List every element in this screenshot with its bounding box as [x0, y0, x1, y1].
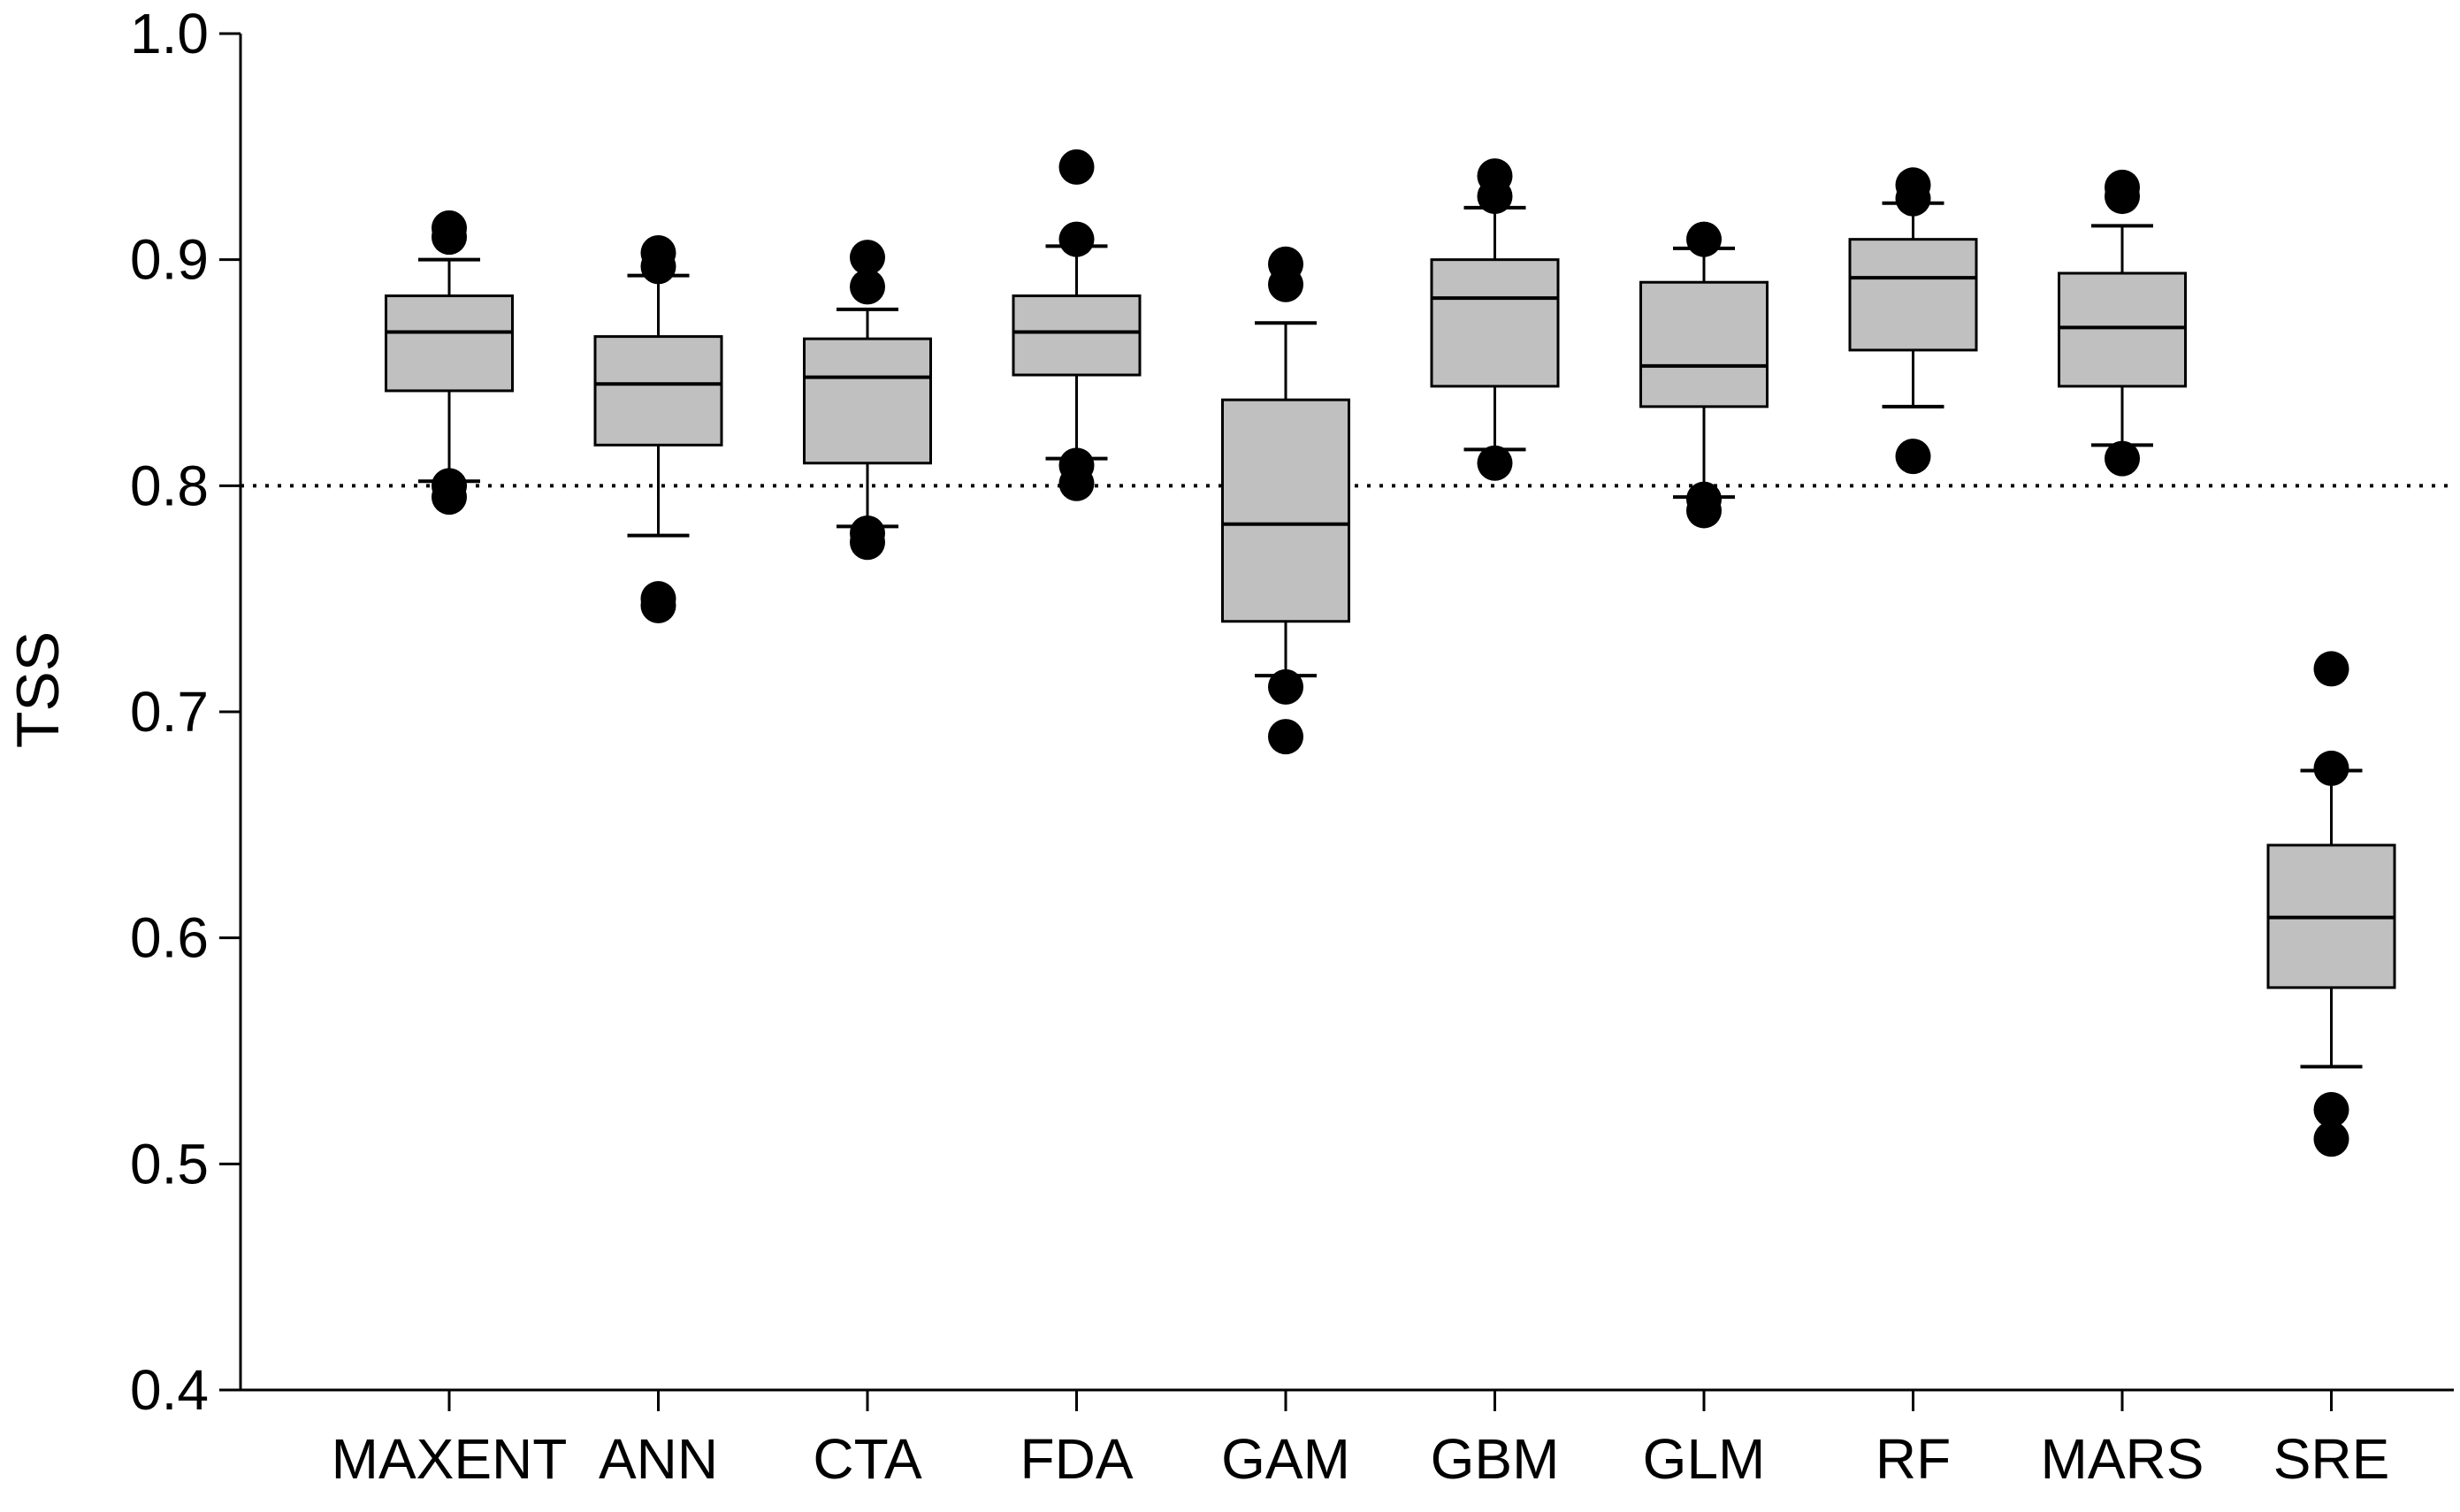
outlier-point [432, 210, 467, 246]
y-tick-label: 0.6 [130, 906, 209, 970]
outlier-point [1686, 221, 1722, 257]
box-gbm [1430, 158, 1560, 481]
x-tick-label: FDA [1020, 1427, 1134, 1491]
iqr-box [1012, 294, 1142, 377]
box-ann [593, 234, 723, 623]
iqr-box [1848, 238, 1978, 352]
outlier-point [1268, 668, 1303, 705]
iqr-box [803, 337, 932, 465]
y-axis-title: TSS [4, 631, 72, 748]
box-mars [2058, 169, 2187, 477]
x-tick-label: SRE [2273, 1427, 2390, 1491]
outlier-point [640, 581, 676, 617]
box-fda [1012, 149, 1142, 501]
x-tick-label: MARS [2041, 1427, 2204, 1491]
x-tick-label: MAXENT [332, 1427, 568, 1491]
x-tick-label: ANN [599, 1427, 718, 1491]
y-tick-label: 0.7 [130, 680, 209, 744]
y-tick-label: 0.4 [130, 1358, 209, 1422]
box-glm [1639, 221, 1769, 529]
x-tick-label: RF [1876, 1427, 1951, 1491]
outlier-point [1268, 719, 1303, 755]
box-maxent [385, 210, 514, 515]
outlier-point [2313, 1121, 2349, 1157]
x-tick-label: GBM [1431, 1427, 1560, 1491]
iqr-box [385, 294, 514, 393]
outlier-point [1058, 221, 1095, 257]
iqr-box [2058, 271, 2187, 388]
outlier-point [1268, 246, 1303, 282]
y-tick-label: 0.5 [130, 1132, 209, 1195]
boxes-layer [385, 149, 2396, 1157]
x-tick-label: GAM [1221, 1427, 1350, 1491]
outlier-point [2313, 750, 2349, 786]
outlier-point [432, 468, 467, 504]
outlier-point [2105, 440, 2140, 477]
outlier-point [2313, 1091, 2349, 1127]
outlier-point [1686, 481, 1722, 517]
outlier-point [1895, 167, 1931, 203]
outlier-point [850, 240, 885, 276]
x-tick-label: CTA [813, 1427, 922, 1491]
iqr-box [1221, 398, 1350, 623]
box-gam [1221, 246, 1350, 755]
box-sre [2266, 651, 2396, 1157]
y-tick-label: 0.9 [130, 228, 209, 292]
box-cta [803, 240, 932, 561]
outlier-point [1477, 445, 1513, 481]
iqr-box [593, 335, 723, 447]
y-tick-label: 0.8 [130, 454, 209, 517]
box-rf [1848, 167, 1978, 475]
iqr-box [1430, 258, 1560, 388]
outlier-point [640, 234, 676, 271]
y-tick-label: 1.0 [130, 2, 209, 65]
outlier-point [1477, 158, 1513, 195]
axes-layer: 0.4 0.5 0.6 0.7 0.8 0.9 1.0 MAXENT ANN CTA FDA GAM G… [130, 2, 2454, 1491]
outlier-point [2105, 169, 2140, 205]
outlier-point [850, 515, 885, 552]
outlier-point [1058, 149, 1095, 185]
x-tick-label: GLM [1643, 1427, 1766, 1491]
iqr-box [1639, 280, 1769, 409]
outlier-point [2313, 651, 2349, 687]
outlier-point [1058, 447, 1095, 484]
outlier-point [1895, 439, 1931, 475]
outlier-point [850, 269, 885, 305]
